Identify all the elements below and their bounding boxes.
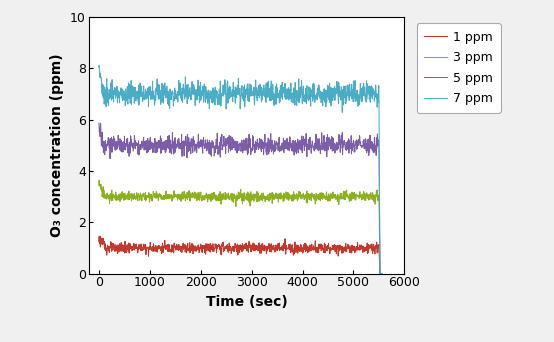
3 ppm [379, 272, 386, 276]
1 ppm [105, 248, 112, 252]
Line: 3 ppm: 3 ppm [99, 180, 382, 274]
5 ppm [110, 140, 117, 144]
7 ppm [379, 272, 386, 276]
Line: 1 ppm: 1 ppm [99, 236, 382, 274]
5 ppm [105, 135, 111, 140]
1 ppm [202, 252, 209, 256]
7 ppm [95, 65, 102, 69]
5 ppm [156, 139, 163, 143]
3 ppm [377, 272, 383, 276]
7 ppm [96, 64, 102, 68]
5 ppm [131, 142, 138, 146]
7 ppm [156, 97, 163, 101]
3 ppm [96, 178, 102, 182]
5 ppm [202, 138, 209, 142]
1 ppm [132, 242, 138, 247]
X-axis label: Time (sec): Time (sec) [206, 295, 288, 309]
Line: 5 ppm: 5 ppm [99, 123, 382, 274]
7 ppm [377, 272, 383, 276]
5 ppm [127, 134, 134, 138]
7 ppm [105, 103, 112, 107]
1 ppm [127, 244, 134, 248]
3 ppm [132, 194, 138, 198]
3 ppm [202, 194, 209, 198]
7 ppm [132, 92, 138, 96]
Legend: 1 ppm, 3 ppm, 5 ppm, 7 ppm: 1 ppm, 3 ppm, 5 ppm, 7 ppm [417, 23, 501, 113]
5 ppm [377, 272, 383, 276]
Line: 7 ppm: 7 ppm [99, 66, 382, 274]
3 ppm [110, 195, 117, 199]
5 ppm [95, 121, 102, 125]
3 ppm [105, 197, 112, 201]
3 ppm [156, 195, 163, 199]
5 ppm [379, 272, 386, 276]
1 ppm [97, 234, 104, 238]
3 ppm [95, 183, 102, 187]
Y-axis label: O₃ concentration (ppm): O₃ concentration (ppm) [50, 54, 64, 237]
7 ppm [110, 100, 117, 104]
7 ppm [127, 97, 134, 101]
1 ppm [379, 272, 386, 276]
1 ppm [156, 246, 163, 250]
1 ppm [377, 272, 383, 276]
3 ppm [127, 195, 134, 199]
1 ppm [110, 242, 117, 246]
7 ppm [202, 100, 209, 104]
1 ppm [95, 240, 102, 244]
